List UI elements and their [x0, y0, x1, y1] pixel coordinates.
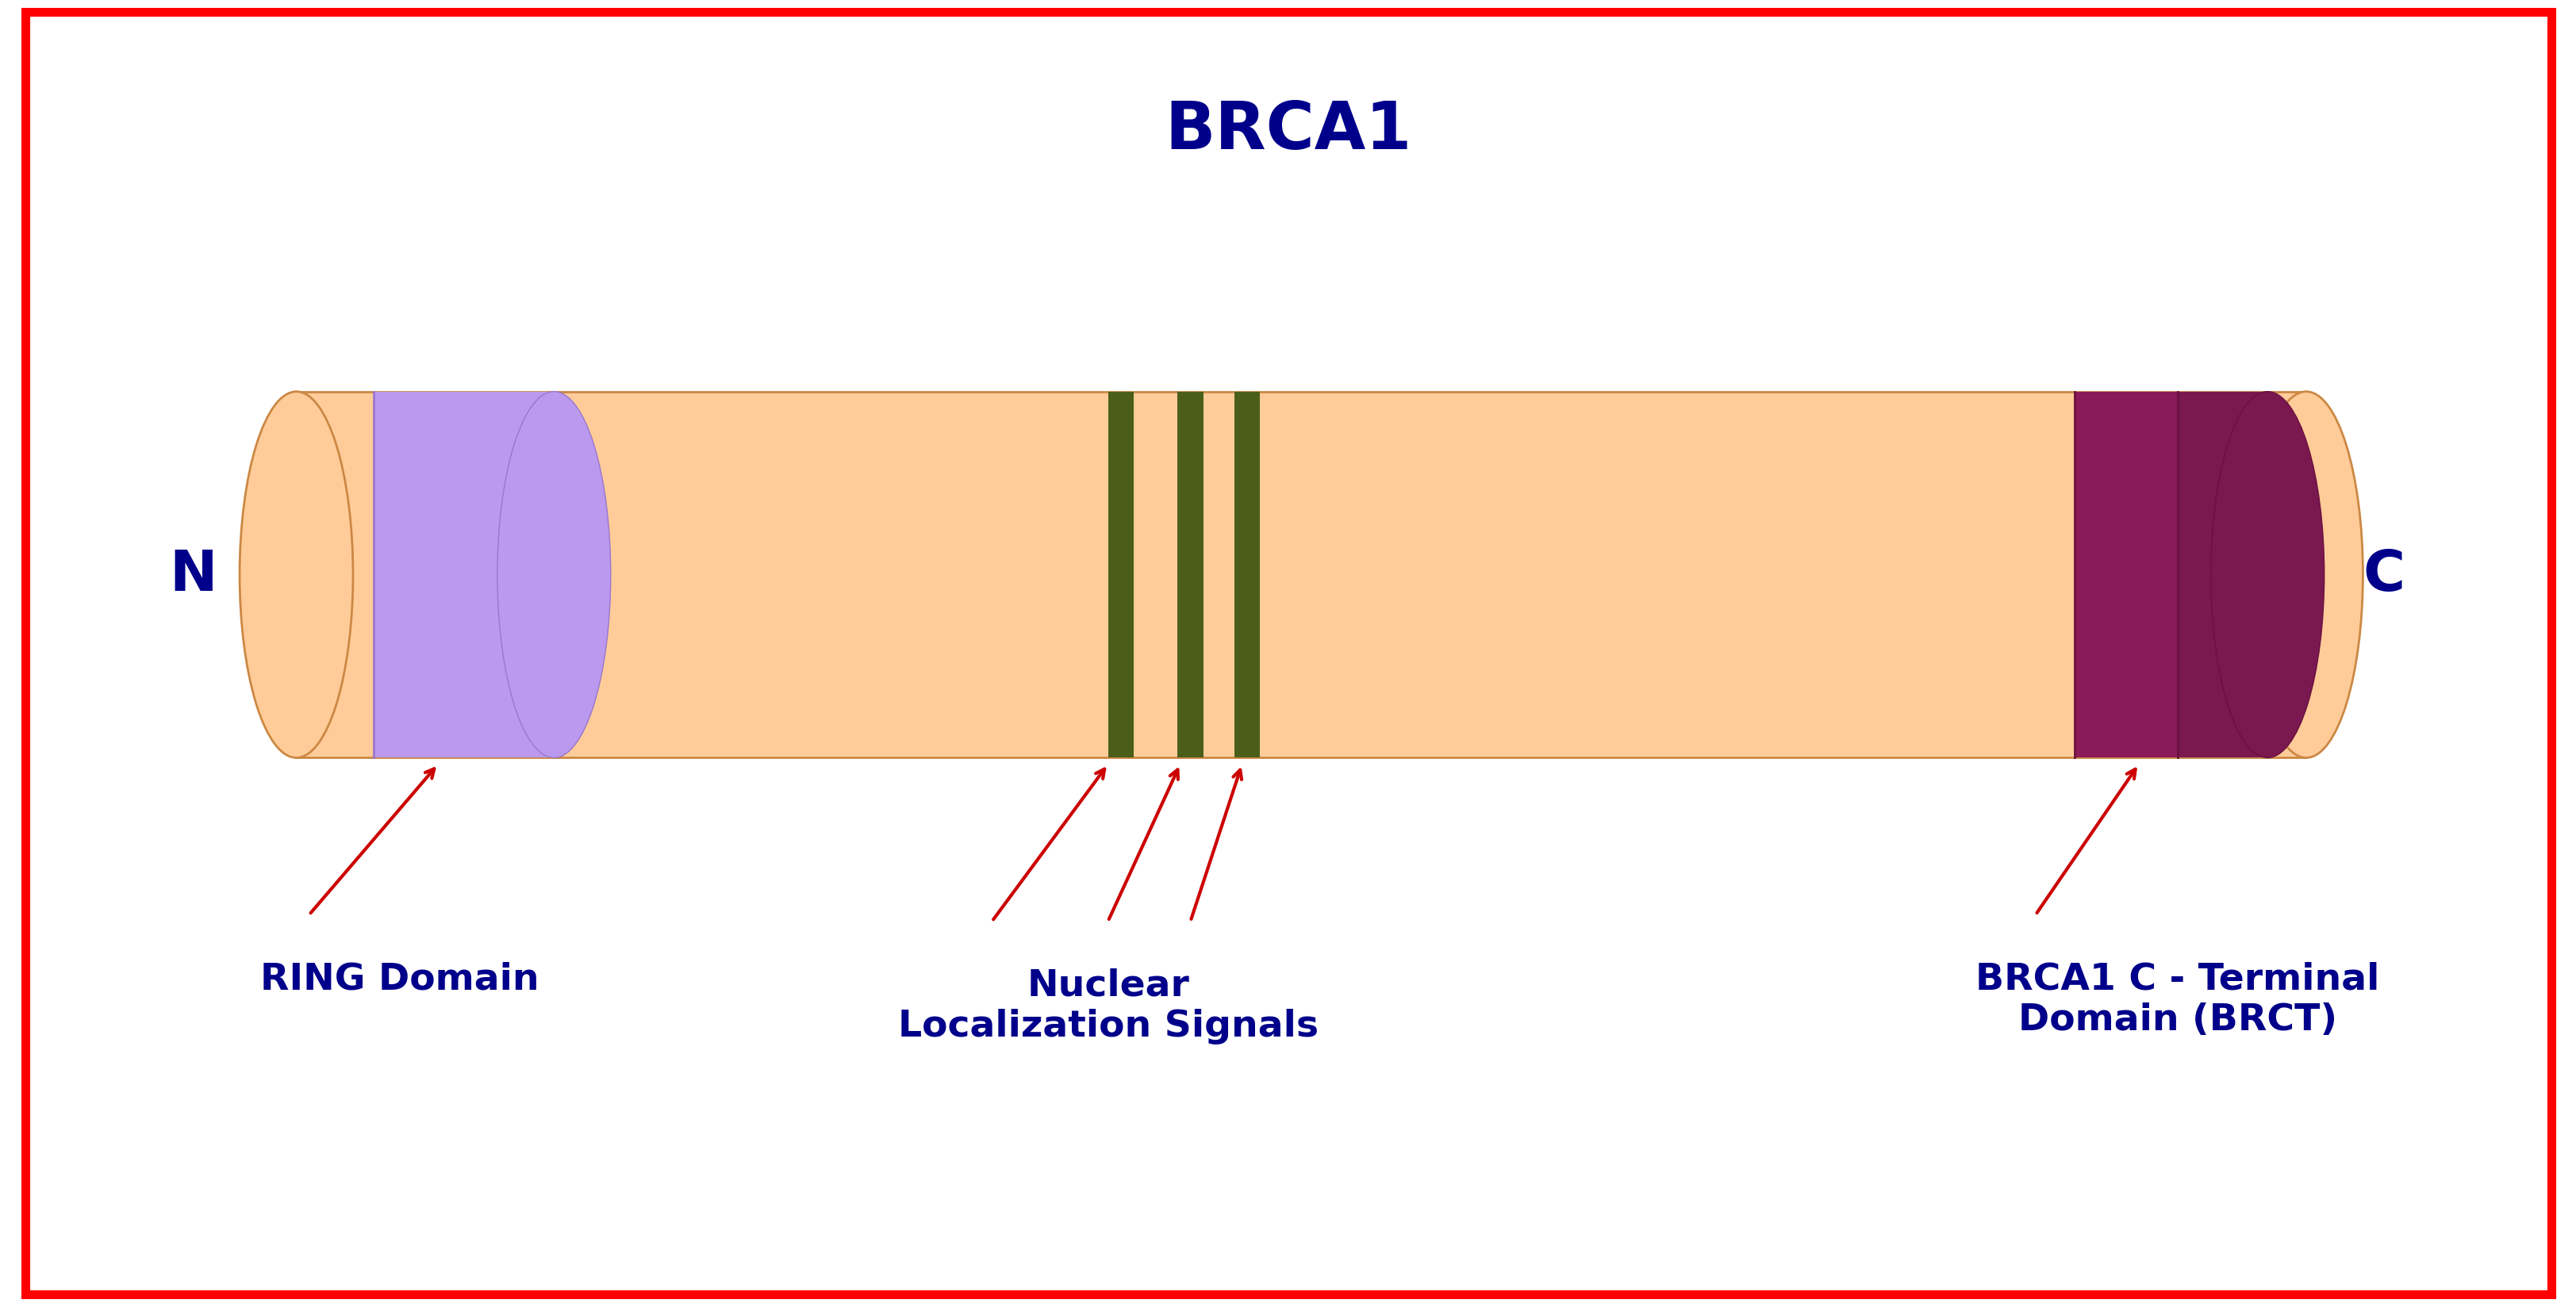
Text: Nuclear
Localization Signals: Nuclear Localization Signals	[896, 967, 1319, 1044]
Text: BRCA1: BRCA1	[1164, 98, 1412, 163]
Ellipse shape	[497, 392, 611, 758]
Bar	[2074, 392, 2177, 758]
Ellipse shape	[2210, 392, 2324, 758]
Text: RING Domain: RING Domain	[260, 961, 538, 996]
Ellipse shape	[240, 392, 353, 758]
Text: C: C	[2362, 548, 2403, 603]
Bar	[374, 392, 554, 758]
Ellipse shape	[2249, 392, 2362, 758]
Bar	[1177, 392, 1203, 758]
Bar	[2177, 392, 2267, 758]
Bar	[1234, 392, 1260, 758]
Text: BRCA1 C - Terminal
Domain (BRCT): BRCA1 C - Terminal Domain (BRCT)	[1976, 961, 2378, 1038]
Bar	[296, 392, 2306, 758]
Bar	[1108, 392, 1133, 758]
Text: N: N	[170, 548, 216, 603]
